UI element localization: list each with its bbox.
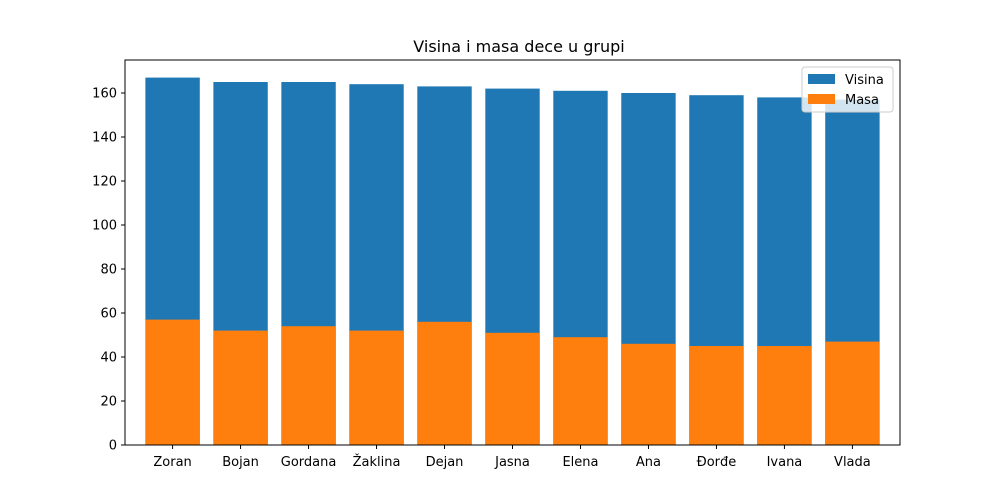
x-tick-label: Žaklina (353, 454, 401, 470)
bar-masa-5 (485, 332, 540, 445)
bar-masa-6 (553, 337, 608, 445)
y-tick-label: 100 (92, 219, 117, 234)
legend-label-visina: Visina (845, 73, 884, 88)
y-tick-label: 20 (100, 395, 117, 410)
x-tick-label: Đorđe (697, 455, 737, 470)
x-tick-label: Ana (636, 455, 661, 470)
y-tick-label: 80 (100, 263, 117, 278)
legend-label-masa: Masa (845, 93, 879, 108)
x-tick-label: Elena (562, 455, 598, 470)
y-tick-label: 120 (92, 175, 117, 190)
bar-masa-2 (281, 326, 336, 445)
x-tick-label: Dejan (426, 455, 464, 470)
legend: Visina Masa (801, 66, 894, 113)
y-tick-label: 160 (92, 87, 117, 102)
chart-title: Visina i masa dece u grupi (413, 37, 624, 56)
bar-masa-9 (757, 346, 812, 445)
bar-masa-7 (621, 343, 676, 445)
x-tick-label: Gordana (281, 455, 337, 470)
bar-masa-4 (417, 321, 472, 445)
legend-swatch-masa (808, 94, 835, 104)
legend-swatch-visina (808, 74, 835, 84)
x-tick-label: Ivana (767, 455, 803, 470)
x-tick-label: Bojan (222, 455, 259, 470)
bar-masa-8 (689, 346, 744, 445)
y-tick-label: 0 (109, 439, 117, 454)
x-tick-label: Jasna (494, 455, 530, 470)
y-tick-label: 40 (100, 351, 117, 366)
bar-masa-0 (145, 319, 200, 445)
y-tick-label: 140 (92, 131, 117, 146)
bar-masa-3 (349, 330, 404, 445)
y-tick-label: 60 (100, 307, 117, 322)
bar-masa-1 (213, 330, 268, 445)
x-tick-label: Zoran (153, 455, 191, 470)
bar-masa-10 (825, 341, 880, 445)
axes-layer: 0 20 40 60 80 100 120 140 160 Zoran Bojan Gordana Ža… (92, 59, 901, 470)
bars-layer (145, 77, 880, 446)
x-tick-label: Vlada (834, 455, 871, 470)
